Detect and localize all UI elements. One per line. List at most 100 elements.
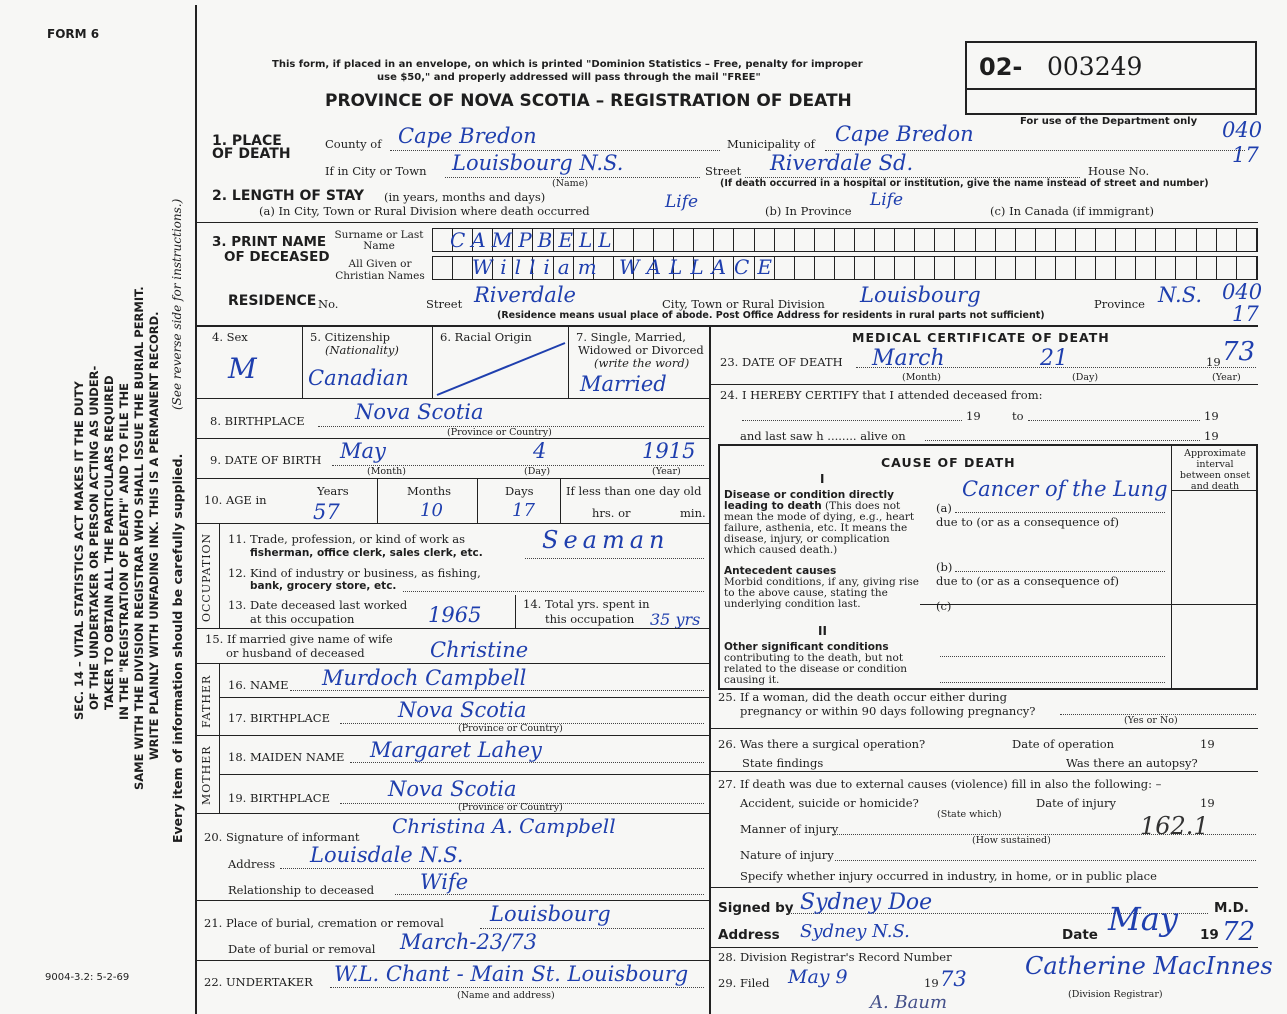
father-birthplace-value[interactable]: Nova Scotia [398,698,527,722]
citizenship-value[interactable]: Canadian [308,366,409,390]
province-note: (Province or Country) [447,427,552,438]
stay-a-value[interactable]: Life [665,192,699,212]
part-one-label: I [820,472,825,486]
dod-year[interactable]: 73 [1222,337,1256,367]
filed-year-prefix: 19 [924,976,939,990]
stay-b-value[interactable]: Life [870,190,904,210]
dept-only-label: For use of the Department only [1020,116,1198,127]
physician-address-label: Address [718,927,780,943]
days-label: Days [505,484,534,498]
physician-address[interactable]: Sydney N.S. [800,921,910,942]
form-border [195,5,197,1014]
dod-label: 23. DATE OF DEATH [720,355,843,369]
burial-place-value[interactable]: Louisbourg [490,902,611,926]
age-months[interactable]: 10 [420,500,443,521]
undertaker-value[interactable]: W.L. Chant - Main St. Louisbourg [334,962,689,986]
hospital-note: (If death occurred in a hospital or inst… [720,178,1209,189]
dob-month[interactable]: May [340,439,386,463]
dod-month[interactable]: March [872,346,945,371]
antecedent-description: Antecedent causes Morbid conditions, if a… [724,565,919,610]
father-birthplace-label: 17. BIRTHPLACE [228,711,330,725]
last-saw-label: and last saw h ........ alive on [740,429,906,443]
total-years-value[interactable]: 35 yrs [650,610,701,629]
side-notice-line: SAME WITH THE DIVISION REGISTRAR WHO SHA… [132,286,146,790]
father-name-value[interactable]: Murdoch Campbell [322,666,527,690]
residence-street-value[interactable]: Riverdale [474,283,576,307]
residence-province-value[interactable]: N.S. [1158,283,1203,307]
mother-maiden-value[interactable]: Margaret Lahey [370,738,542,762]
registration-number-box: 02- 003249 [965,41,1257,115]
street-value[interactable]: Riverdale Sd. [770,151,914,175]
given-names-grid[interactable] [432,256,1258,280]
place-of-death-label: 1. PLACE OF DEATH [212,133,291,162]
father-name-label: 16. NAME [228,678,289,692]
sex-value[interactable]: M [228,352,257,385]
months-label: Months [407,484,452,498]
reverse-side-note: (See reverse side for instructions.) [170,198,184,410]
surname-value[interactable]: CAMPBELL [450,228,618,252]
burial-date-label: Date of burial or removal [228,942,376,956]
county-value[interactable]: Cape Bredon [398,124,537,148]
province-note: (Province or Country) [458,723,563,734]
divider [196,222,1258,223]
yes-no-note: (Yes or No) [1124,715,1178,726]
surname-label: Surname or Last Name [334,229,424,252]
filed-year[interactable]: 73 [940,967,967,991]
signed-year[interactable]: 72 [1222,917,1256,947]
dob-day[interactable]: 4 [533,439,547,463]
municipality-value[interactable]: Cape Bredon [835,122,974,146]
stay-b-label: (b) In Province [765,204,852,218]
min-label: min. [680,506,706,520]
trade-label: 11. Trade, profession, or kind of work a… [228,532,466,546]
cause-of-death-box: CAUSE OF DEATH Approximate interval betw… [718,444,1258,690]
md-label: M.D. [1214,900,1249,916]
trade-value[interactable]: Seaman [542,526,670,554]
informant-signature[interactable]: Christina A. Campbell [392,814,616,838]
filed-date[interactable]: May 9 [788,966,848,988]
informant-address[interactable]: Louisdale N.S. [310,843,464,867]
citizenship-label: 5. Citizenship [310,330,391,344]
dept-code: 17 [1232,302,1259,326]
dob-year[interactable]: 1915 [642,439,696,463]
reg-number: 003249 [1047,52,1143,81]
part-two-label: II [818,624,827,638]
age-years[interactable]: 57 [313,500,340,524]
age-days[interactable]: 17 [512,500,535,521]
medical-certificate-title: MEDICAL CERTIFICATE OF DEATH [852,330,1110,345]
signed-date[interactable]: May [1108,900,1178,938]
burial-date-value[interactable]: March-23/73 [400,930,537,954]
how-sustained-note: (How sustained) [972,835,1051,846]
last-worked-value[interactable]: 1965 [428,603,482,627]
q25-label: 25. If a woman, did the death occur eith… [718,690,1007,704]
father-section-label: FATHER [200,674,213,728]
physician-signature[interactable]: Sydney Doe [800,890,933,915]
cause-value[interactable]: Cancer of the Lung [962,477,1168,501]
filed-label: 29. Filed [718,976,770,990]
marital-value[interactable]: Married [580,372,667,396]
dod-day[interactable]: 21 [1040,346,1068,371]
form-code: 9004-3.2: 5-2-69 [45,972,130,983]
last-worked-label: at this occupation [250,612,355,626]
to-label: to [1012,409,1024,423]
due-to-label: due to (or as a consequence of) [936,574,1119,588]
findings-label: State findings [742,756,824,770]
given-names-value[interactable]: William WALLACE [472,255,780,279]
spouse-label: 15. If married give name of wife [205,632,393,646]
mother-birthplace-value[interactable]: Nova Scotia [388,777,517,801]
part-one-description: Disease or condition directly leading to… [724,489,915,556]
alive-year: 19 [1204,429,1219,443]
registrar-signature[interactable]: Catherine MacInnes [1025,952,1273,980]
spouse-value[interactable]: Christine [430,638,529,662]
residence-city-value[interactable]: Louisbourg [860,283,981,307]
given-names-label: All Given or Christian Names [335,258,425,282]
residence-province-label: Province [1094,297,1145,311]
relationship-value[interactable]: Wife [420,870,469,894]
mail-notice: This form, if placed in an envelope, on … [272,59,863,70]
specify-label: Specify whether injury occurred in indus… [740,869,1157,883]
birthplace-value[interactable]: Nova Scotia [355,400,484,424]
side-notice-line: WRITE PLAINLY WITH UNFADING INK. THIS IS… [147,311,161,761]
surname-grid[interactable] [432,228,1258,252]
city-value[interactable]: Louisbourg N.S. [452,151,624,175]
signed-date-label: Date [1062,927,1098,943]
residence-city-label: City, Town or Rural Division [662,297,825,311]
